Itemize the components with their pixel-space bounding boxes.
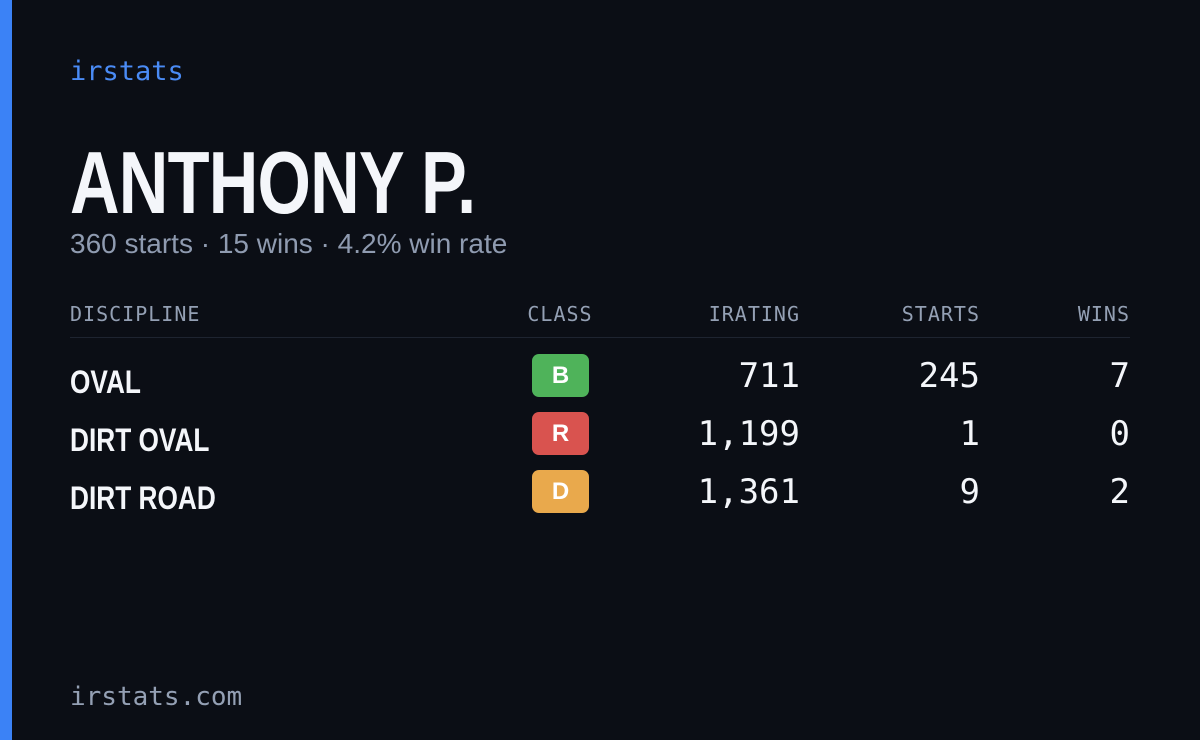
column-header: STARTS [901,302,980,326]
class-badge: D [532,470,589,513]
irating-value: 1,361 [697,472,800,512]
class-badge: B [532,354,589,397]
header-rule [70,337,1130,338]
driver-name: ANTHONY P. [70,133,476,232]
starts-value: 9 [959,472,980,512]
irating-value: 711 [738,356,800,396]
discipline-name: DIRT ROAD [70,480,216,516]
discipline-name: OVAL [70,364,141,400]
wins-value: 7 [1109,356,1130,396]
accent-bar [0,0,12,740]
discipline-name: DIRT OVAL [70,422,210,458]
class-badge: R [532,412,589,455]
column-header: WINS [1077,302,1130,326]
column-header: IRATING [708,302,800,326]
column-header: CLASS [527,302,593,326]
driver-summary: 360 starts · 15 wins · 4.2% win rate [70,228,508,259]
brand: irstats [70,56,184,87]
column-header: DISCIPLINE [70,302,201,326]
starts-value: 1 [959,414,980,454]
wins-value: 2 [1109,472,1130,512]
wins-value: 0 [1109,414,1130,454]
starts-value: 245 [918,356,980,396]
footer: irstats.com [70,682,243,712]
irating-value: 1,199 [697,414,800,454]
